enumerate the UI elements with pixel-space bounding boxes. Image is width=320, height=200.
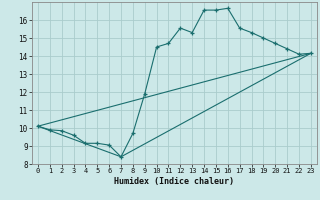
X-axis label: Humidex (Indice chaleur): Humidex (Indice chaleur) — [115, 177, 234, 186]
